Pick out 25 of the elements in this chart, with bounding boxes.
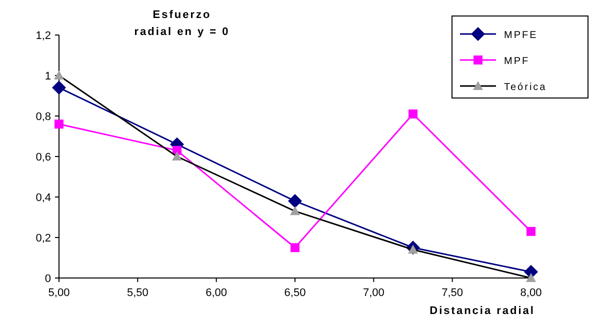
x-tick-label: 6,50: [284, 287, 306, 299]
point: [288, 194, 302, 208]
point: [290, 243, 300, 252]
y-tick-label: 0,6: [36, 152, 51, 164]
x-tick-label: 6,00: [206, 287, 228, 299]
x-tick-label: 7,50: [442, 287, 464, 299]
y-tick-label: 0,4: [36, 192, 51, 204]
legend-label: MPFE: [504, 30, 538, 41]
y-tick-label: 0: [44, 273, 51, 285]
point: [52, 80, 66, 95]
point: [408, 109, 418, 118]
x-tick-label: 5,00: [48, 287, 70, 299]
legend-label: MPF: [504, 56, 530, 67]
point: [54, 120, 64, 129]
x-tick-label: 5,50: [126, 287, 148, 299]
x-tick-label: 8,00: [520, 287, 542, 299]
y-tick-label: 0,2: [36, 232, 51, 244]
y-tick-label: 1: [44, 70, 51, 82]
point: [526, 226, 536, 236]
y-tick-label: 1,2: [36, 30, 51, 42]
x-axis-title: Distancia radial: [430, 305, 535, 317]
x-tick-label: 7,00: [362, 287, 384, 299]
y-tick-label: 0,8: [36, 111, 51, 123]
legend-label: Teórica: [504, 82, 547, 93]
chart-title: Esfuerzo radial en y = 0: [134, 9, 230, 38]
